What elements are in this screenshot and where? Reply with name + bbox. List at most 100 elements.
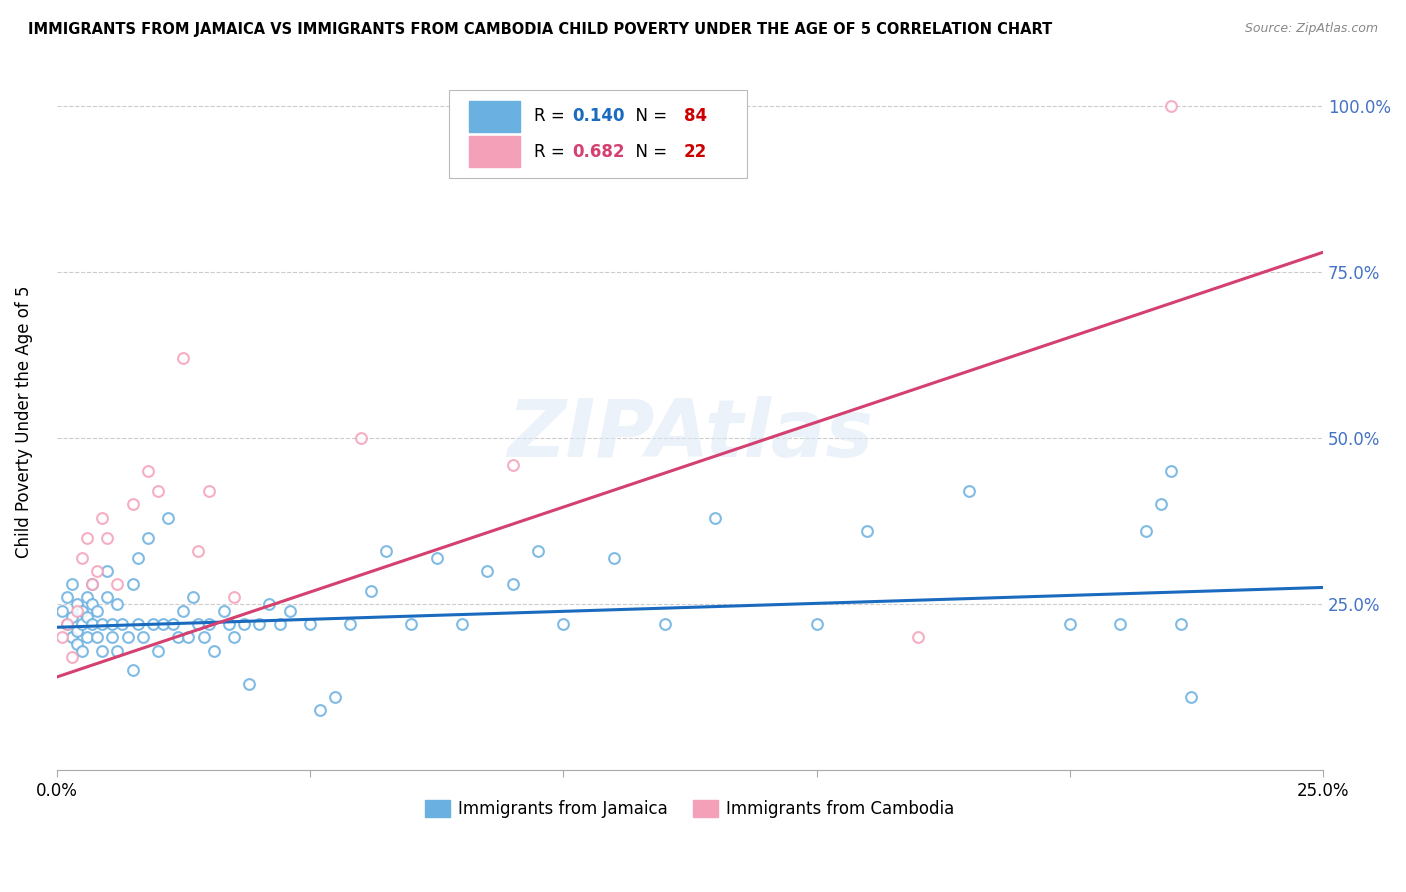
- Point: [117, 630, 139, 644]
- Point: [70, 604, 93, 618]
- Point: [298, 617, 321, 632]
- Legend: Immigrants from Jamaica, Immigrants from Cambodia: Immigrants from Jamaica, Immigrants from…: [419, 793, 962, 824]
- Text: 84: 84: [683, 107, 707, 126]
- FancyBboxPatch shape: [470, 136, 520, 167]
- Point: [91, 643, 114, 657]
- Point: [907, 630, 929, 644]
- Point: [162, 617, 184, 632]
- Point: [70, 550, 93, 565]
- Point: [107, 643, 129, 657]
- Point: [654, 617, 676, 632]
- Point: [172, 351, 194, 366]
- Point: [60, 610, 83, 624]
- Point: [349, 431, 371, 445]
- Point: [107, 597, 129, 611]
- Point: [451, 617, 474, 632]
- Point: [269, 617, 291, 632]
- Point: [856, 524, 879, 538]
- Point: [527, 544, 550, 558]
- Text: 22: 22: [683, 143, 707, 161]
- Point: [167, 630, 190, 644]
- Point: [309, 703, 332, 717]
- Point: [806, 617, 828, 632]
- Point: [218, 617, 240, 632]
- Point: [136, 464, 159, 478]
- Point: [426, 550, 449, 565]
- Point: [101, 617, 124, 632]
- Point: [132, 630, 155, 644]
- Point: [111, 617, 134, 632]
- Point: [121, 664, 143, 678]
- Point: [193, 630, 215, 644]
- Point: [86, 630, 108, 644]
- Point: [66, 624, 89, 638]
- Point: [80, 597, 103, 611]
- Point: [60, 577, 83, 591]
- Point: [222, 630, 245, 644]
- Point: [55, 617, 77, 632]
- Point: [1135, 524, 1157, 538]
- Point: [121, 498, 143, 512]
- Point: [399, 617, 422, 632]
- Point: [177, 630, 200, 644]
- FancyBboxPatch shape: [470, 101, 520, 132]
- Point: [247, 617, 270, 632]
- Point: [157, 510, 180, 524]
- Text: R =: R =: [534, 143, 569, 161]
- Point: [238, 676, 260, 690]
- Point: [187, 617, 209, 632]
- Point: [957, 484, 980, 499]
- Point: [704, 510, 727, 524]
- Point: [55, 617, 77, 632]
- Text: N =: N =: [626, 107, 672, 126]
- Point: [187, 544, 209, 558]
- Point: [603, 550, 626, 565]
- Point: [477, 564, 499, 578]
- Point: [91, 617, 114, 632]
- Point: [197, 484, 219, 499]
- Point: [101, 630, 124, 644]
- Point: [76, 531, 98, 545]
- Point: [60, 630, 83, 644]
- Point: [202, 643, 225, 657]
- Point: [51, 604, 73, 618]
- Point: [60, 650, 83, 665]
- Point: [96, 564, 118, 578]
- Point: [1059, 617, 1081, 632]
- Point: [197, 617, 219, 632]
- Point: [360, 583, 382, 598]
- Point: [80, 617, 103, 632]
- Point: [70, 643, 93, 657]
- Point: [70, 617, 93, 632]
- Text: Source: ZipAtlas.com: Source: ZipAtlas.com: [1244, 22, 1378, 36]
- Y-axis label: Child Poverty Under the Age of 5: Child Poverty Under the Age of 5: [15, 285, 32, 558]
- Text: R =: R =: [534, 107, 569, 126]
- Point: [76, 591, 98, 605]
- Point: [127, 617, 149, 632]
- Point: [86, 564, 108, 578]
- Text: 0.140: 0.140: [572, 107, 624, 126]
- Point: [222, 591, 245, 605]
- Point: [146, 643, 169, 657]
- Point: [502, 577, 524, 591]
- Point: [76, 610, 98, 624]
- Point: [136, 531, 159, 545]
- Point: [502, 458, 524, 472]
- Point: [96, 531, 118, 545]
- Text: ZIPAtlas: ZIPAtlas: [506, 396, 873, 475]
- Point: [323, 690, 346, 704]
- Point: [51, 630, 73, 644]
- Point: [127, 550, 149, 565]
- Point: [278, 604, 301, 618]
- Point: [66, 604, 89, 618]
- Point: [107, 577, 129, 591]
- Point: [1170, 617, 1192, 632]
- Point: [55, 591, 77, 605]
- Point: [553, 617, 575, 632]
- Text: N =: N =: [626, 143, 672, 161]
- Point: [152, 617, 174, 632]
- Point: [76, 630, 98, 644]
- Point: [183, 591, 205, 605]
- Point: [66, 637, 89, 651]
- Point: [86, 604, 108, 618]
